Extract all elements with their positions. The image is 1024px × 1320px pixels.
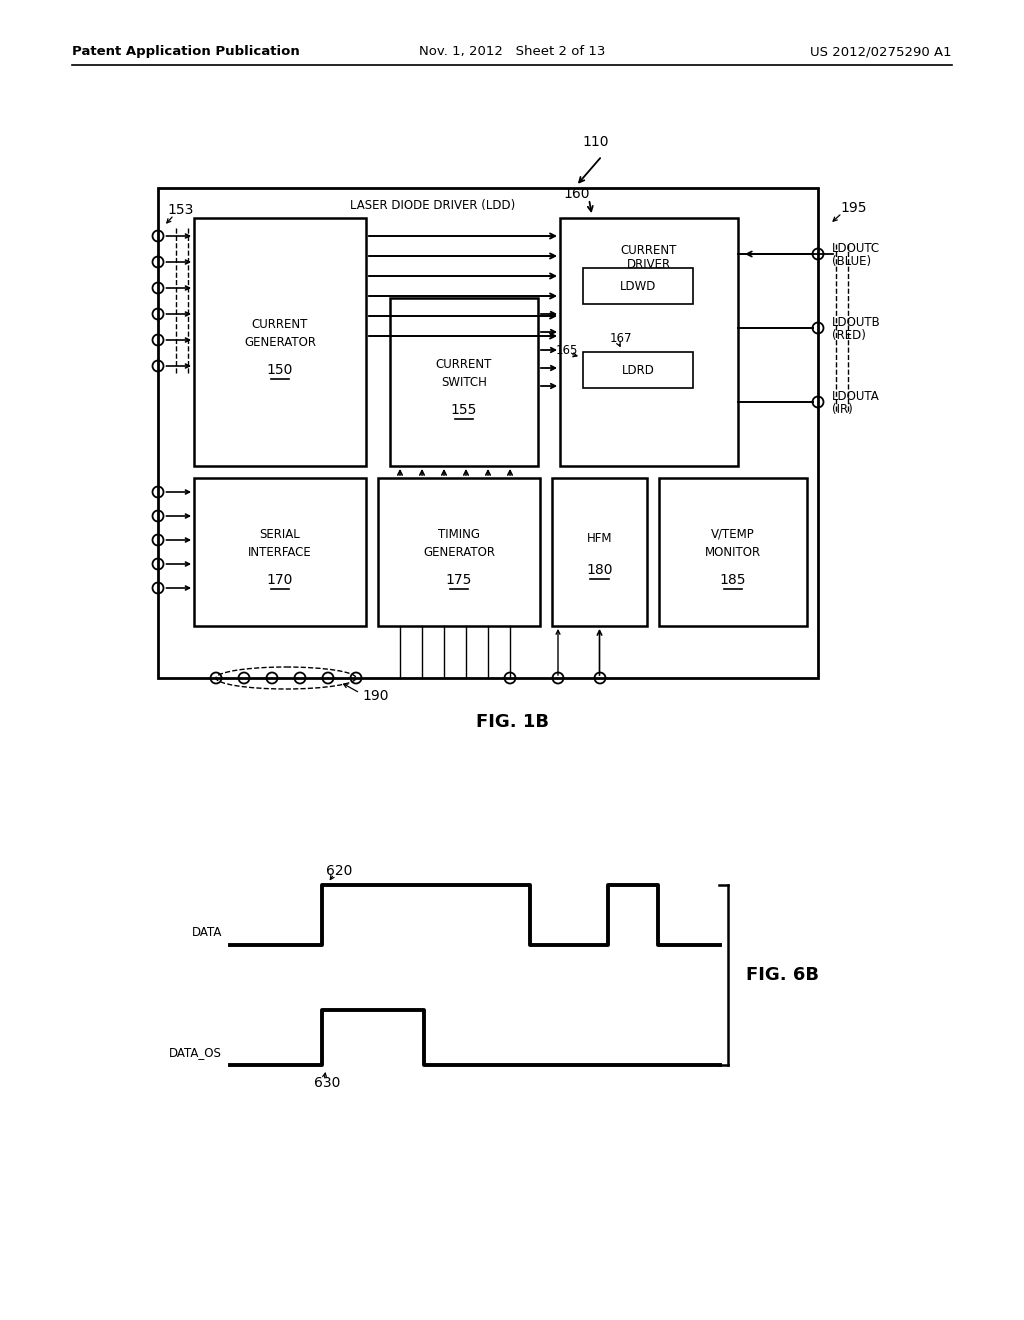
Text: LDOUTA: LDOUTA [831, 389, 880, 403]
Text: 175: 175 [445, 573, 472, 587]
Bar [560, 218, 738, 466]
Text: CURRENT: CURRENT [436, 358, 493, 371]
Bar [390, 298, 538, 466]
Text: FIG. 6B: FIG. 6B [746, 966, 819, 983]
Text: (BLUE): (BLUE) [831, 256, 871, 268]
Text: LDOUTC: LDOUTC [831, 242, 880, 255]
Text: 180: 180 [587, 564, 612, 577]
Text: FIG. 1B: FIG. 1B [475, 713, 549, 731]
Text: (IR): (IR) [831, 404, 853, 417]
Text: 630: 630 [314, 1076, 340, 1090]
Bar [194, 478, 366, 626]
Text: LDRD: LDRD [622, 363, 654, 376]
Text: US 2012/0275290 A1: US 2012/0275290 A1 [810, 45, 952, 58]
Text: LDOUTB: LDOUTB [831, 315, 881, 329]
Text: Patent Application Publication: Patent Application Publication [72, 45, 300, 58]
Text: INTERFACE: INTERFACE [248, 545, 312, 558]
Text: 185: 185 [720, 573, 746, 587]
Text: DATA_OS: DATA_OS [169, 1047, 222, 1060]
Text: (RED): (RED) [831, 330, 866, 342]
Text: SERIAL: SERIAL [260, 528, 300, 540]
Text: TIMING: TIMING [438, 528, 480, 540]
Bar [659, 478, 807, 626]
Text: 150: 150 [267, 363, 293, 378]
Bar [583, 268, 693, 304]
Bar [158, 187, 818, 678]
Bar [194, 218, 366, 466]
Text: 620: 620 [326, 865, 352, 878]
Text: GENERATOR: GENERATOR [423, 545, 495, 558]
Text: 190: 190 [362, 689, 388, 704]
Bar [583, 352, 693, 388]
Text: SWITCH: SWITCH [441, 375, 487, 388]
Text: LDWD: LDWD [620, 280, 656, 293]
Text: Nov. 1, 2012   Sheet 2 of 13: Nov. 1, 2012 Sheet 2 of 13 [419, 45, 605, 58]
Text: 153: 153 [167, 203, 194, 216]
Text: 160: 160 [564, 187, 590, 201]
Text: 170: 170 [267, 573, 293, 587]
Text: GENERATOR: GENERATOR [244, 335, 316, 348]
Text: DATA: DATA [191, 927, 222, 940]
Text: 155: 155 [451, 403, 477, 417]
Text: CURRENT: CURRENT [621, 243, 677, 256]
Text: CURRENT: CURRENT [252, 318, 308, 330]
Text: LASER DIODE DRIVER (LDD): LASER DIODE DRIVER (LDD) [350, 198, 516, 211]
Text: V/TEMP: V/TEMP [711, 528, 755, 540]
Text: 167: 167 [610, 331, 633, 345]
Text: 165: 165 [556, 343, 579, 356]
Text: 195: 195 [840, 201, 866, 215]
Text: MONITOR: MONITOR [705, 545, 761, 558]
Bar [552, 478, 647, 626]
Text: DRIVER: DRIVER [627, 259, 671, 272]
Bar [378, 478, 540, 626]
Text: 110: 110 [583, 135, 609, 149]
Text: HFM: HFM [587, 532, 612, 544]
